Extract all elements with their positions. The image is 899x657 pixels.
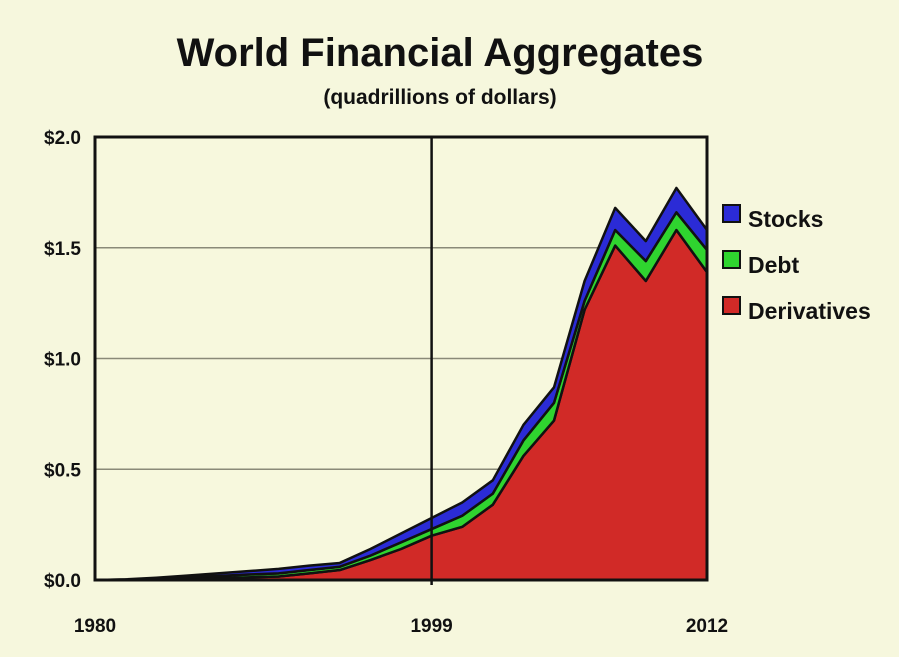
legend-swatch-debt (722, 250, 741, 269)
legend-swatch-stocks (722, 204, 741, 223)
x-tick-label: 2012 (686, 616, 728, 637)
x-tick-label: 1999 (410, 616, 452, 637)
legend-swatch-derivatives (722, 296, 741, 315)
legend-label: Stocks (748, 206, 823, 232)
plot-border (93, 135, 709, 582)
x-tick-label: 1980 (74, 616, 116, 637)
y-tick-label: $0.5 (44, 460, 81, 481)
chart-title: World Financial Aggregates (177, 31, 704, 75)
legend-label: Derivatives (748, 298, 871, 324)
y-tick-label: $1.0 (44, 350, 81, 371)
legend-label: Debt (748, 252, 799, 278)
y-tick-label: $1.5 (44, 239, 81, 260)
y-tick-label: $2.0 (44, 128, 81, 149)
y-tick-label: $0.0 (44, 571, 81, 592)
chart-subtitle: (quadrillions of dollars) (323, 86, 556, 109)
